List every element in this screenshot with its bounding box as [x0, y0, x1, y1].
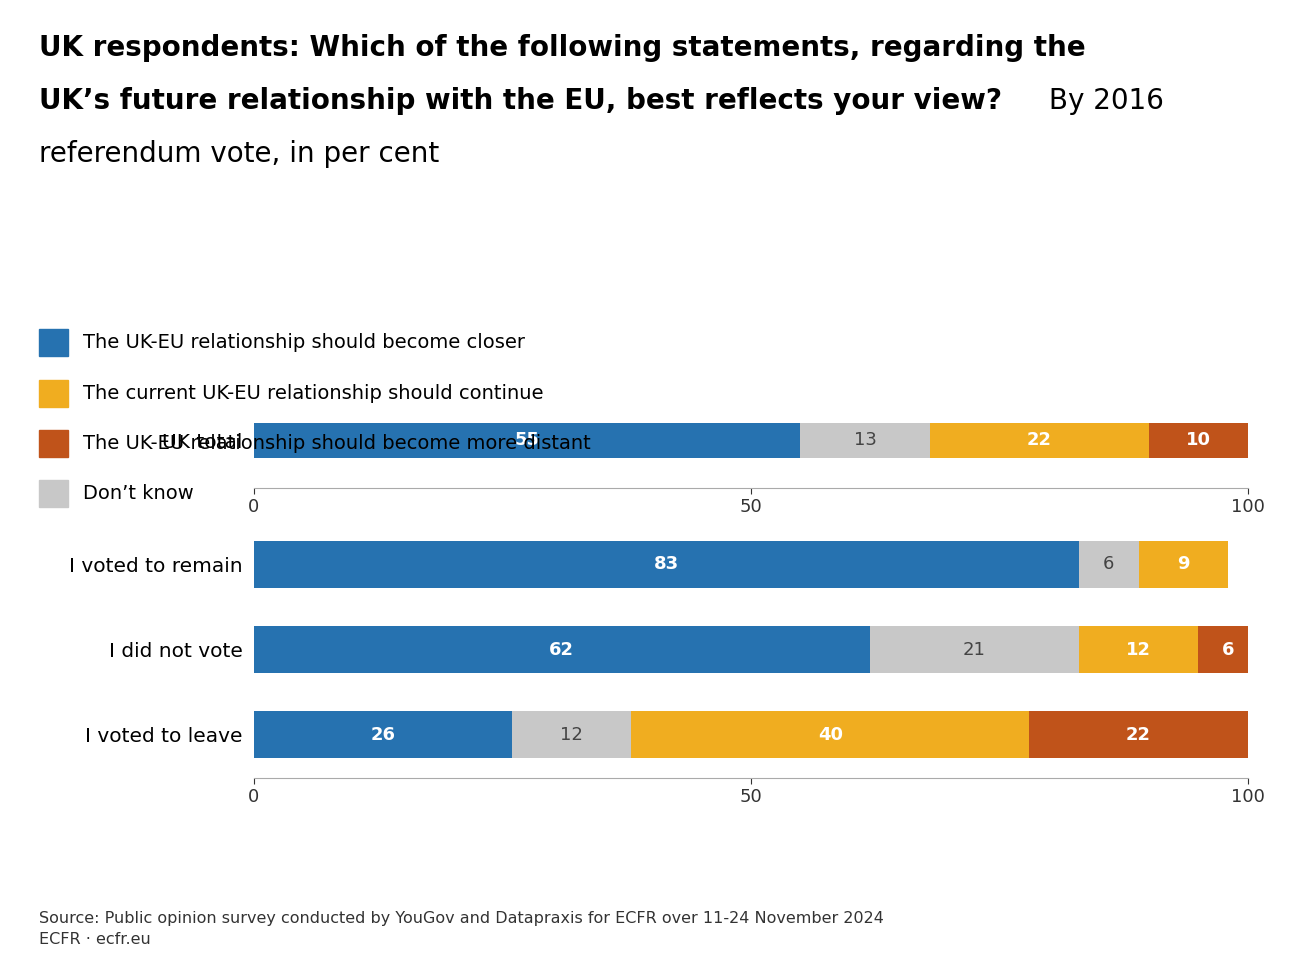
Bar: [870, 626, 1079, 673]
Text: 6: 6: [1104, 555, 1114, 573]
Text: 55: 55: [515, 432, 540, 449]
Text: 9: 9: [1176, 555, 1190, 573]
Bar: [1139, 541, 1228, 587]
Bar: [254, 712, 512, 758]
Text: 13: 13: [854, 432, 876, 449]
Text: 12: 12: [1126, 640, 1150, 659]
Text: 21: 21: [963, 640, 985, 659]
Text: 40: 40: [818, 726, 842, 744]
Bar: [512, 712, 632, 758]
Bar: [254, 423, 801, 458]
Text: UK respondents: Which of the following statements, regarding the: UK respondents: Which of the following s…: [39, 34, 1086, 62]
Text: 22: 22: [1126, 726, 1150, 744]
Text: Source: Public opinion survey conducted by YouGov and Datapraxis for ECFR over 1: Source: Public opinion survey conducted …: [39, 911, 884, 947]
Bar: [254, 626, 870, 673]
Bar: [254, 541, 1079, 587]
Bar: [632, 712, 1030, 758]
Bar: [801, 423, 929, 458]
Bar: [1079, 541, 1139, 587]
Bar: [930, 423, 1149, 458]
Text: Don’t know: Don’t know: [83, 484, 194, 503]
Bar: [1079, 626, 1199, 673]
Bar: [1030, 712, 1248, 758]
Text: UK’s future relationship with the EU, best reflects your view?: UK’s future relationship with the EU, be…: [39, 87, 1002, 115]
Text: 10: 10: [1186, 432, 1210, 449]
Text: 26: 26: [370, 726, 395, 744]
Bar: [1199, 626, 1258, 673]
Text: 22: 22: [1027, 432, 1052, 449]
Bar: [1149, 423, 1248, 458]
Text: 62: 62: [550, 640, 575, 659]
Text: The UK-EU relationship should become more distant: The UK-EU relationship should become mor…: [83, 434, 592, 453]
Text: By 2016: By 2016: [1040, 87, 1164, 115]
Text: 12: 12: [560, 726, 584, 744]
Text: The UK-EU relationship should become closer: The UK-EU relationship should become clo…: [83, 333, 525, 353]
Text: 83: 83: [654, 555, 679, 573]
Text: 6: 6: [1222, 640, 1235, 659]
Text: The current UK-EU relationship should continue: The current UK-EU relationship should co…: [83, 384, 543, 403]
Text: referendum vote, in per cent: referendum vote, in per cent: [39, 140, 439, 168]
